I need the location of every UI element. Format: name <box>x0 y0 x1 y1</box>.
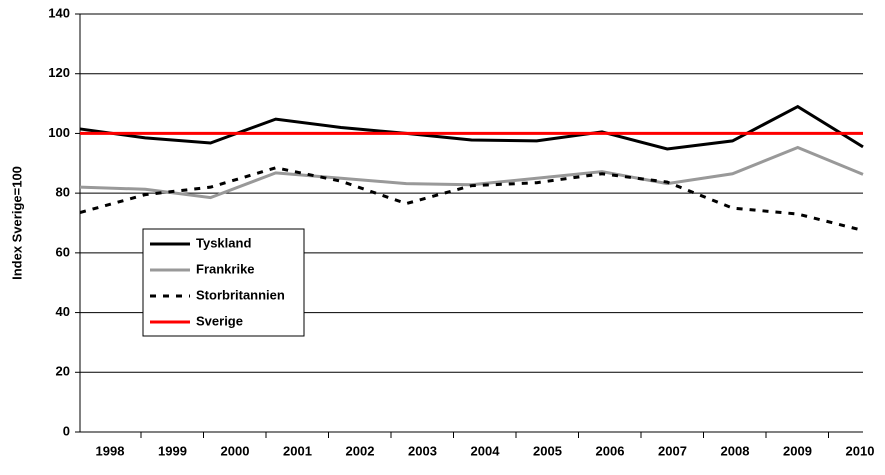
x-tick-label: 2000 <box>221 443 250 458</box>
x-tick-label: 2006 <box>596 443 625 458</box>
x-tick-label: 2004 <box>471 443 501 458</box>
legend <box>142 228 305 337</box>
x-tick-label: 2005 <box>533 443 562 458</box>
y-tick-label: 140 <box>48 5 70 20</box>
x-tick-label: 2008 <box>721 443 750 458</box>
y-axis-label: Index Sverige=100 <box>9 166 24 280</box>
legend-label: Sverige <box>196 313 243 328</box>
y-tick-label: 0 <box>63 423 70 438</box>
x-tick-label: 2001 <box>283 443 312 458</box>
x-tick-label: 2007 <box>658 443 687 458</box>
legend-label: Frankrike <box>196 261 255 276</box>
x-tick-label: 2009 <box>783 443 812 458</box>
series-line <box>79 104 864 151</box>
x-tick-label: 2003 <box>408 443 437 458</box>
x-tick-label: 2010 <box>846 443 875 458</box>
y-tick-label: 20 <box>56 364 70 379</box>
y-tick-label: 100 <box>48 125 70 140</box>
x-tick-label: 2002 <box>346 443 375 458</box>
legend-label: Storbritannien <box>196 287 285 302</box>
legend-label: Tyskland <box>196 235 251 250</box>
y-tick-label: 120 <box>48 65 70 80</box>
x-tick-label: 1999 <box>158 443 187 458</box>
x-tick-label: 1998 <box>96 443 125 458</box>
y-tick-label: 40 <box>56 304 70 319</box>
y-tick-label: 80 <box>56 185 70 200</box>
series-line <box>79 166 864 232</box>
y-tick-label: 60 <box>56 244 70 259</box>
